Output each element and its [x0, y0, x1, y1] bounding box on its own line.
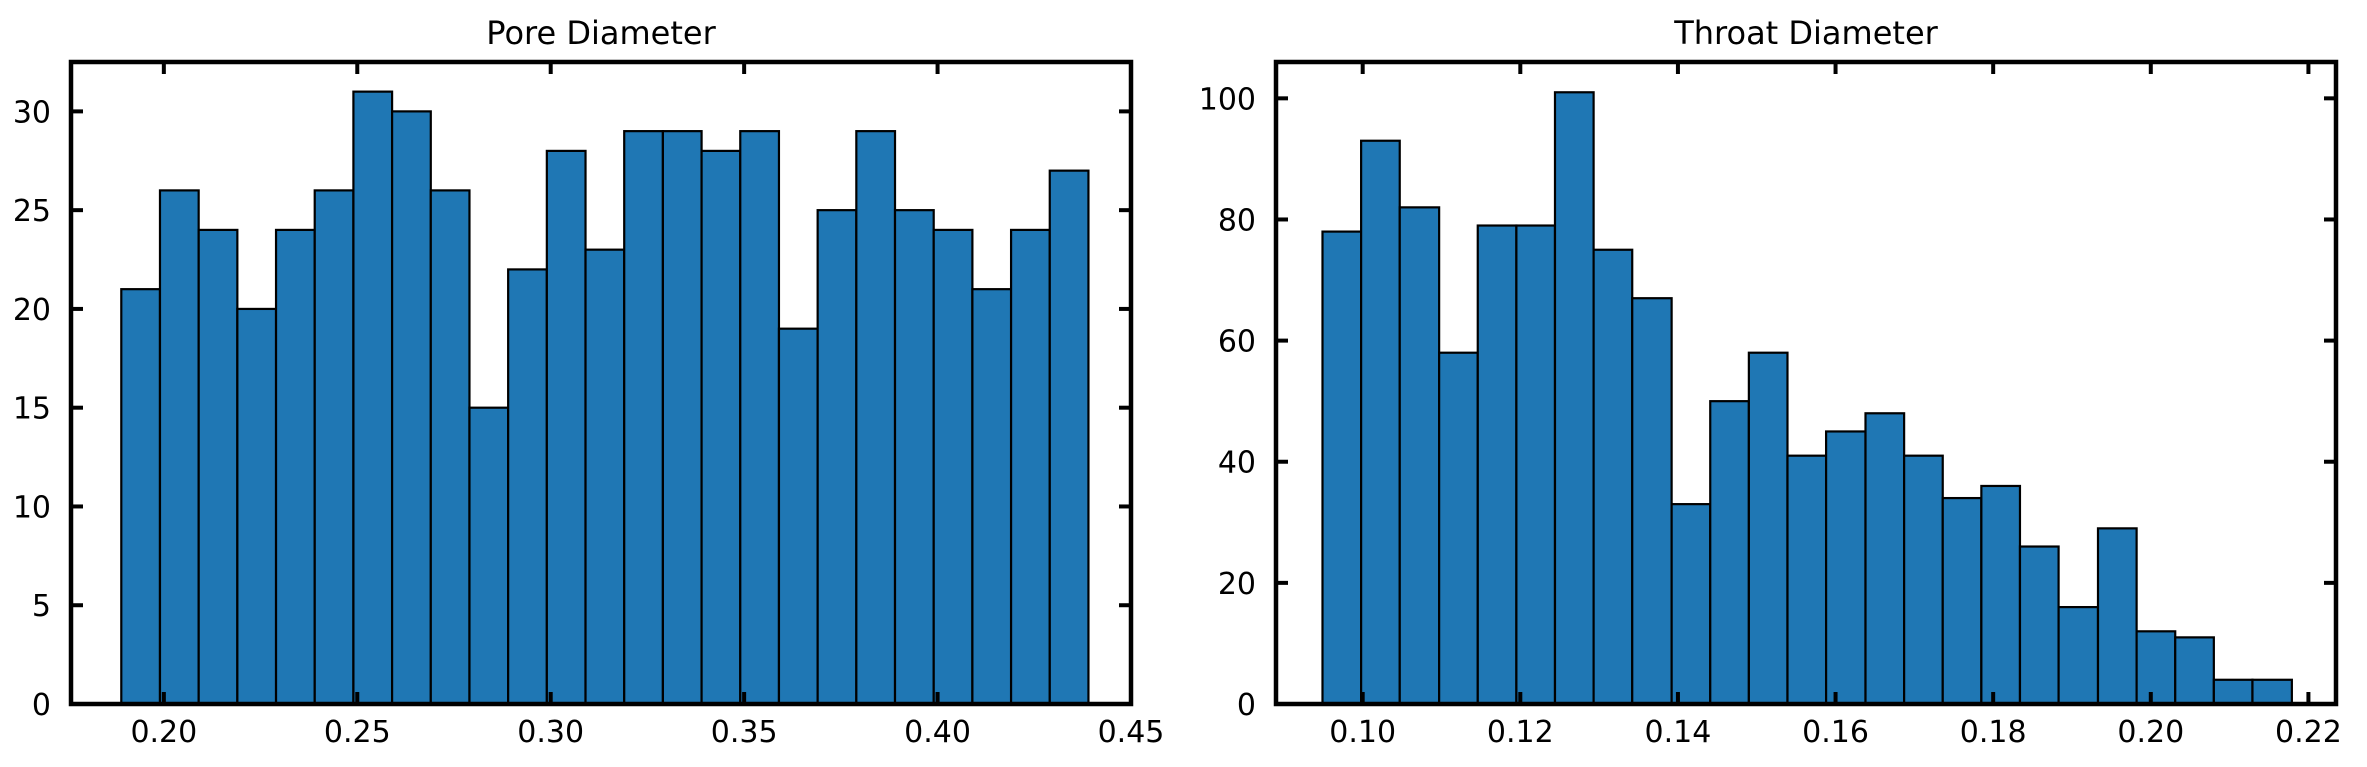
pore-diameter-y-tick-label: 5 — [32, 589, 51, 624]
throat-diameter-bar — [1476, 224, 1518, 706]
throat-diameter-y-tick-label: 80 — [1218, 203, 1256, 238]
pore-diameter-x-tick-label: 0.35 — [711, 715, 778, 750]
pore-diameter-ticks: 0.20 0.25 0.30 0.35 0.40 0.45 0 5 10 15 20 25 30 — [13, 62, 1165, 750]
throat-diameter-ticks: 0.10 0.12 0.14 0.16 0.18 0.20 0.22 0 20 40 60 80 100 — [1199, 62, 2342, 750]
throat-diameter-bar — [1864, 412, 1906, 706]
pore-diameter-bar — [855, 130, 897, 706]
pore-diameter-bar — [893, 209, 935, 706]
throat-diameter-bar — [1941, 496, 1983, 706]
pore-diameter-bar — [661, 130, 703, 706]
pore-diameter-bar — [390, 110, 432, 706]
throat-diameter-y-tick-label: 0 — [1237, 688, 1256, 723]
throat-diameter-bar — [1438, 351, 1479, 706]
pore-diameter-bar — [158, 189, 200, 706]
throat-diameter-bar — [2057, 605, 2100, 706]
throat-diameter-x-tick-label: 0.12 — [1487, 715, 1554, 750]
throat-diameter-bar — [1360, 139, 1401, 706]
throat-diameter-x-tick-label: 0.16 — [1802, 715, 1869, 750]
throat-diameter-x-tick-label: 0.14 — [1645, 715, 1712, 750]
throat-diameter-bar — [1980, 484, 2022, 706]
throat-diameter-x-tick-label: 0.18 — [1960, 715, 2027, 750]
throat-diameter-bar — [2096, 527, 2138, 706]
pore-diameter-y-tick-label: 0 — [32, 688, 51, 723]
pore-diameter-x-tick-label: 0.45 — [1098, 715, 1165, 750]
pore-diameter-panel: Pore Diameter 0.20 0.25 0.30 0.35 0.40 0.45 0 5… — [13, 14, 1165, 750]
pore-diameter-bar — [1048, 169, 1090, 706]
pore-diameter-x-tick-label: 0.25 — [324, 715, 391, 750]
throat-diameter-bar — [1670, 503, 1712, 706]
pore-diameter-bar — [274, 228, 316, 706]
pore-diameter-x-tick-label: 0.20 — [130, 715, 197, 750]
pore-diameter-bar — [468, 406, 510, 706]
throat-diameter-y-tick-label: 20 — [1218, 567, 1256, 602]
pore-diameter-bar — [971, 288, 1013, 706]
throat-diameter-bars — [1321, 91, 2293, 706]
pore-diameter-bars — [120, 90, 1090, 706]
throat-diameter-bar — [1903, 454, 1944, 706]
pore-diameter-bar — [120, 288, 162, 706]
pore-diameter-bar — [313, 189, 355, 706]
pore-diameter-bar — [932, 228, 974, 706]
pore-diameter-bar — [584, 248, 626, 706]
throat-diameter-y-tick-label: 40 — [1218, 446, 1256, 481]
throat-diameter-bar — [2018, 545, 2060, 706]
throat-diameter-bar — [1786, 454, 1828, 706]
pore-diameter-bar — [197, 228, 239, 706]
pore-diameter-axes-frame — [68, 59, 1134, 707]
throat-diameter-bar — [1709, 400, 1750, 706]
pore-diameter-bar — [236, 307, 278, 706]
pore-diameter-bar — [545, 149, 587, 706]
throat-diameter-bar — [1747, 351, 1789, 706]
pore-diameter-bar — [352, 90, 394, 706]
pore-diameter-y-tick-label: 20 — [13, 293, 51, 328]
throat-diameter-bar — [2212, 678, 2254, 706]
pore-diameter-x-tick-label: 0.40 — [904, 715, 971, 750]
throat-diameter-bar — [1824, 430, 1867, 706]
throat-diameter-bar — [2174, 636, 2215, 706]
throat-diameter-bar — [1631, 297, 1673, 706]
pore-diameter-bar — [700, 149, 742, 706]
pore-diameter-bar — [739, 130, 781, 706]
throat-diameter-bar — [1553, 91, 1595, 706]
throat-diameter-y-tick-label: 100 — [1199, 82, 1256, 117]
throat-diameter-bar — [1592, 248, 1634, 706]
pore-diameter-y-tick-label: 10 — [13, 490, 51, 525]
throat-diameter-bar — [1398, 206, 1441, 706]
pore-diameter-y-tick-label: 30 — [13, 95, 51, 130]
throat-diameter-y-tick-label: 60 — [1218, 325, 1256, 360]
pore-diameter-y-tick-label: 25 — [13, 194, 51, 229]
throat-diameter-title: Throat Diameter — [1673, 14, 1938, 52]
throat-diameter-x-tick-label: 0.10 — [1329, 715, 1396, 750]
throat-diameter-axes-frame — [1273, 59, 2339, 707]
throat-diameter-x-tick-label: 0.20 — [2117, 715, 2184, 750]
pore-diameter-bar — [429, 189, 471, 706]
throat-diameter-panel: Throat Diameter 0.10 0.12 0.14 0.16 0.18 0.20… — [1199, 14, 2342, 750]
pore-diameter-bar — [1009, 228, 1051, 706]
pore-diameter-bar — [816, 209, 858, 706]
pore-diameter-bar — [623, 130, 664, 706]
pore-diameter-bar — [777, 327, 819, 706]
throat-diameter-bar — [2135, 630, 2177, 706]
throat-diameter-x-tick-label: 0.22 — [2275, 715, 2342, 750]
throat-diameter-bar — [1321, 230, 1363, 706]
throat-diameter-bar — [1515, 224, 1557, 706]
throat-diameter-bar — [2251, 678, 2293, 706]
pore-diameter-y-tick-label: 15 — [13, 392, 51, 427]
pore-diameter-bar — [507, 268, 548, 706]
pore-diameter-x-tick-label: 0.30 — [517, 715, 584, 750]
pore-diameter-title: Pore Diameter — [486, 14, 716, 52]
